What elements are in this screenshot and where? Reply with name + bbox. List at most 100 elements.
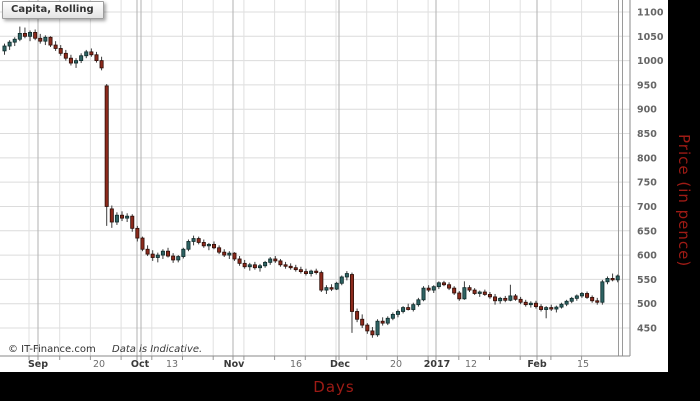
candle-body-down	[329, 287, 334, 290]
indicative-note-text: Data is Indicative.	[112, 344, 202, 355]
candle-body-down	[38, 37, 43, 42]
y-axis-tick-label: 450	[637, 324, 657, 335]
candle-body-up	[191, 238, 196, 242]
candle-body-down	[293, 267, 298, 271]
candle-body-up	[436, 282, 441, 288]
candle-body-down	[370, 330, 375, 336]
candle-body-down	[590, 296, 595, 302]
x-axis-tick-label: 12	[465, 359, 477, 370]
y-axis-tick-label: 700	[637, 202, 657, 213]
candle-body-down	[365, 324, 370, 332]
price-chart-svg: 1100 1050 1000 950 900 850 800 750 700 650 600 550 5…	[0, 0, 664, 370]
candle-body-down	[457, 292, 462, 300]
candle-body-down	[380, 320, 385, 324]
x-axis-tick-label: 20	[390, 359, 402, 370]
copyright-text: © IT-Finance.com	[8, 344, 96, 355]
candle-body-up	[227, 252, 232, 256]
candle-body-up	[176, 256, 181, 261]
series-title-label: Capita, Rolling	[11, 4, 94, 15]
x-axis-tick-label: 15	[577, 359, 589, 370]
candle-body-up	[268, 258, 273, 263]
candle-body-down	[140, 237, 145, 250]
candle-body-down	[585, 293, 590, 298]
y-axis-tick-label: 750	[637, 178, 657, 189]
candle-body-down	[22, 32, 27, 37]
candle-body-up	[498, 297, 503, 302]
candle-body-down	[303, 271, 308, 274]
y-axis-tick-label: 1050	[637, 32, 664, 43]
candle-body-down	[523, 301, 528, 306]
candle-body-down	[33, 32, 38, 39]
x-axis-tick-label: 2017	[424, 359, 450, 370]
candle-body-up	[84, 51, 89, 57]
candle-body-up	[508, 295, 513, 301]
candle-body-up	[544, 307, 549, 310]
x-axis-tick-label: Dec	[330, 359, 350, 370]
y-axis-tick-label: 850	[637, 129, 657, 140]
candle-body-down	[513, 295, 518, 300]
candle-body-down	[196, 238, 201, 243]
candle-body-down	[360, 318, 365, 326]
x-axis-tick-label: 16	[290, 359, 302, 370]
candle-body-up	[385, 317, 390, 324]
candle-body-down	[482, 291, 487, 295]
candle-body-up	[339, 276, 344, 284]
candle-body-up	[186, 241, 191, 250]
candle-body-up	[155, 254, 160, 258]
candle-body-up	[395, 311, 400, 315]
candle-body-down	[406, 307, 411, 310]
candle-body-down	[242, 262, 247, 268]
candle-body-down	[58, 48, 63, 54]
candle-body-up	[17, 32, 22, 40]
candle-body-up	[375, 320, 380, 336]
y-axis-tick-label: 1000	[637, 56, 664, 67]
y-axis-tick-label: 550	[637, 275, 657, 286]
candle-body-up	[528, 302, 533, 306]
candle-body-down	[222, 251, 227, 256]
y-axis-tick-label: 600	[637, 251, 657, 262]
y-axis-tick-label: 650	[637, 226, 657, 237]
candle-body-down	[472, 289, 477, 294]
candle-body-down	[145, 248, 150, 255]
candle-body-up	[390, 313, 395, 319]
candle-body-down	[549, 307, 554, 310]
candle-body-up	[263, 261, 268, 267]
candle-body-up	[114, 214, 119, 223]
candle-body-down	[166, 250, 171, 257]
candle-body-up	[125, 215, 130, 219]
candle-body-up	[401, 307, 406, 312]
candle-body-up	[564, 300, 569, 305]
candle-body-up	[79, 55, 84, 62]
candle-body-down	[452, 287, 457, 294]
y-axis-tick-label: 500	[637, 299, 657, 310]
candle-body-down	[298, 269, 303, 273]
candle-body-down	[120, 214, 125, 219]
y-axis-tick-label: 950	[637, 80, 657, 91]
candle-body-down	[278, 260, 283, 266]
candle-body-down	[319, 272, 324, 291]
candle-body-down	[595, 300, 600, 303]
candle-body-up	[462, 287, 467, 300]
candle-body-up	[574, 295, 579, 299]
candle-body-up	[7, 41, 12, 47]
candle-body-down	[441, 282, 446, 286]
candle-body-down	[150, 253, 155, 258]
candle-body-down	[232, 252, 237, 260]
y-axis-title: Price (in pence)	[675, 133, 693, 268]
candle-body-down	[53, 44, 58, 49]
x-axis-tick-label: 13	[166, 359, 178, 370]
candle-body-up	[477, 291, 482, 294]
candle-body-down	[63, 52, 68, 59]
candle-body-down	[610, 278, 615, 281]
candle-body-up	[12, 38, 17, 43]
series-title-box[interactable]: Capita, Rolling	[2, 1, 104, 19]
candle-body-up	[411, 304, 416, 310]
x-axis-title: Days	[313, 377, 355, 396]
candle-body-down	[217, 247, 222, 253]
candle-body-down	[518, 298, 523, 303]
candle-body-up	[579, 293, 584, 297]
x-axis-tick-label: Nov	[224, 359, 245, 370]
candle-body-down	[349, 274, 354, 312]
candle-body-up	[559, 303, 564, 308]
candle-body-down	[493, 296, 498, 302]
